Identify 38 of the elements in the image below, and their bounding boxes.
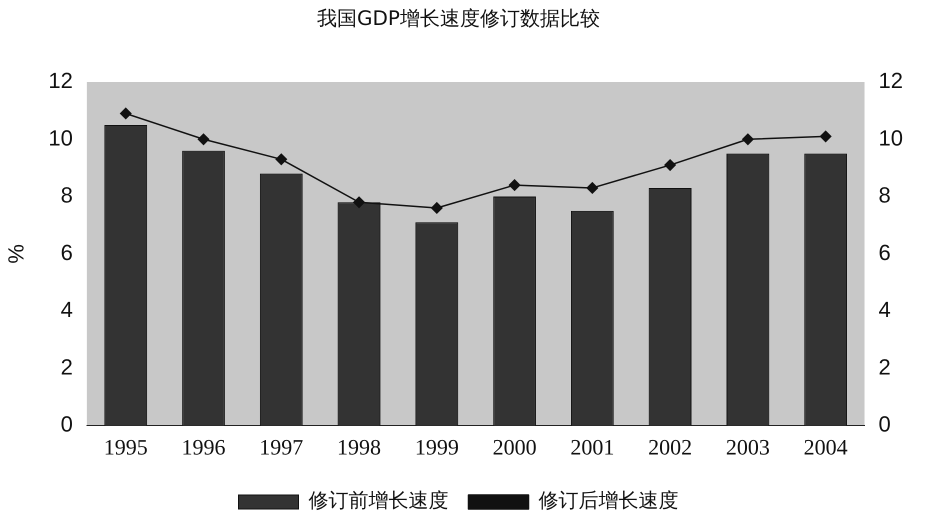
legend-label: 修订前增长速度 [308,488,448,512]
point [120,108,132,120]
y2-tick-label: 10 [878,125,904,150]
y-tick-label: 6 [60,240,73,265]
x-tick-label: 1999 [414,434,459,460]
y-tick-label: 2 [60,354,73,380]
point [742,134,754,146]
point [276,154,288,166]
x-tick-label: 2000 [492,434,537,460]
point [586,182,598,194]
y2-tick-label: 6 [878,240,891,265]
y-tick-label: 8 [60,182,73,208]
x-tick-label: 1995 [104,434,148,460]
chart-title: 我国GDP增长速度修订数据比较 [317,6,600,30]
point [820,130,832,142]
y2-tick-label: 4 [878,297,891,322]
point [664,159,676,171]
point [508,179,520,191]
x-tick-label: 1997 [259,434,304,460]
point [431,202,443,214]
x-tick-label: 2001 [570,434,614,460]
legend-label: 修订后增长速度 [538,488,678,512]
y2-tick-label: 8 [878,182,891,208]
y-tick-label: 0 [60,412,73,437]
y-tick-label: 4 [60,297,73,322]
x-tick-label: 2004 [804,434,848,460]
x-tick-label: 1998 [337,434,382,460]
x-tick-label: 2002 [648,434,692,460]
y-tick-label: 12 [48,68,73,94]
point [198,134,210,146]
point [353,196,365,208]
x-tick-label: 2003 [726,434,770,460]
y2-tick-label: 0 [878,412,891,437]
y-axis-title: % [3,244,28,264]
y-tick-label: 10 [48,125,73,150]
x-tick-label: 1996 [182,434,226,460]
y2-tick-label: 12 [878,68,904,94]
y2-tick-label: 2 [878,354,891,380]
